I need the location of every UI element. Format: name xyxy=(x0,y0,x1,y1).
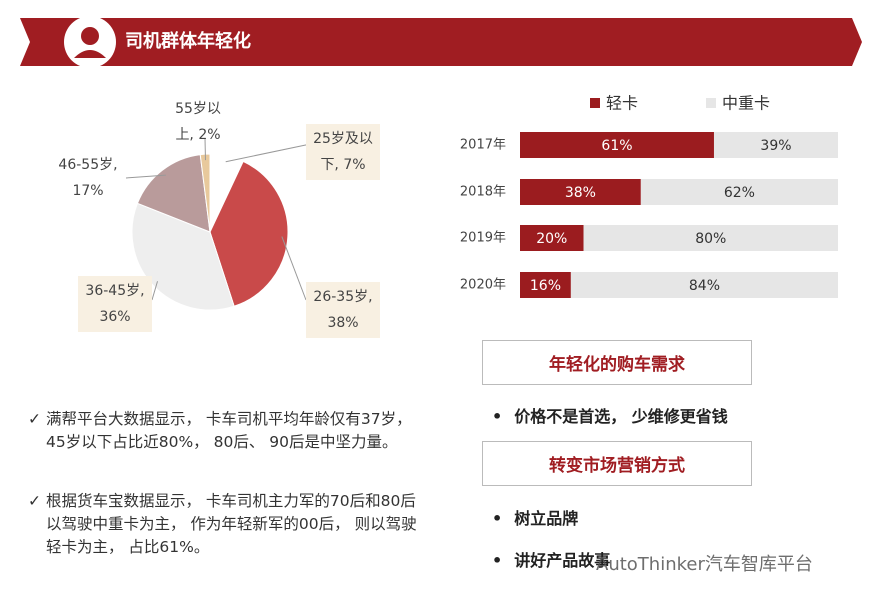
legend-swatch xyxy=(706,98,716,108)
bar-label: 62% xyxy=(724,185,755,201)
watermark: AutoThinker汽车智库平台 xyxy=(596,554,813,575)
y-tick-label: 2019年 xyxy=(460,231,506,246)
bar xyxy=(520,225,584,251)
pie-label: 25岁及以下, 7% xyxy=(306,124,380,180)
pie-slice xyxy=(131,202,235,311)
leader-line xyxy=(151,281,158,301)
bar xyxy=(640,179,838,205)
bar xyxy=(520,179,641,205)
header-title: 司机群体年轻化 xyxy=(125,30,251,52)
pie-label: 46-55岁, 17% xyxy=(58,157,118,199)
bullet: 价格不是首选， 少维修更省钱 xyxy=(492,403,728,427)
y-tick-label: 2020年 xyxy=(460,278,506,293)
bar-label: 84% xyxy=(689,278,720,294)
bar-label: 20% xyxy=(536,231,567,247)
leader-line xyxy=(125,174,166,179)
bar xyxy=(583,225,838,251)
bullet: 树立品牌 xyxy=(492,505,578,529)
pie-chart xyxy=(125,137,321,311)
section-title: 转变市场营销方式 xyxy=(482,441,752,486)
bullet: 讲好产品故事 xyxy=(492,547,610,571)
bar-label: 61% xyxy=(601,138,632,154)
bar-label: 38% xyxy=(565,185,596,201)
y-tick-label: 2017年 xyxy=(460,138,506,153)
note: 满帮平台大数据显示， 卡车司机平均年龄仅有37岁， 45岁以下占比近80%， 8… xyxy=(28,408,428,454)
bar-label: 39% xyxy=(760,138,791,154)
section-title: 年轻化的购车需求 xyxy=(482,340,752,385)
legend-label: 轻卡 xyxy=(606,94,638,113)
leader-line xyxy=(281,236,307,301)
bar-label: 80% xyxy=(695,231,726,247)
bar-chart: 轻卡 中重卡 2017年 61% 39% 2018年 38% 62% 2019年 20% 80% 20… xyxy=(460,94,838,298)
header-banner xyxy=(20,18,862,66)
bar xyxy=(713,132,838,158)
note: 根据货车宝数据显示， 卡车司机主力军的70后和80后以驾驶中重卡为主， 作为年轻… xyxy=(28,490,428,559)
leader-line xyxy=(225,141,321,163)
bar xyxy=(520,132,714,158)
header-icon xyxy=(81,27,99,45)
header-icon xyxy=(74,50,106,58)
y-tick-label: 2018年 xyxy=(460,185,506,200)
bar-label: 16% xyxy=(530,278,561,294)
legend-label: 中重卡 xyxy=(722,94,770,113)
pie-label: 36-45岁, 36% xyxy=(78,276,152,332)
bar xyxy=(570,272,838,298)
pie-slice xyxy=(136,154,211,233)
bar xyxy=(520,272,571,298)
pie-label: 26-35岁, 38% xyxy=(306,282,380,338)
pie-label: 55岁以上, 2% xyxy=(175,101,221,143)
legend-swatch xyxy=(590,98,600,108)
pie-slice xyxy=(209,160,289,307)
